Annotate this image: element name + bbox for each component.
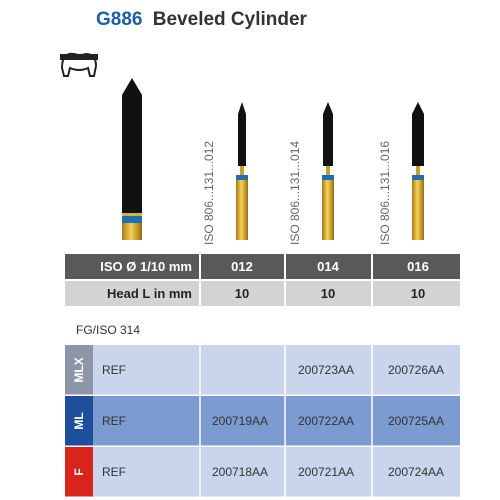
bur-images: ISO 806...131...012 ISO 806...131...014 IS… — [202, 102, 424, 245]
title: G886 Beveled Cylinder — [96, 9, 308, 30]
bur-iso-label: ISO 806...131...012 — [202, 141, 216, 245]
ref-label: REF — [102, 414, 126, 428]
ref-table: MLX REF 200723AA 200726AA ML REF 200719AA 20072… — [65, 345, 460, 498]
bur-head — [238, 114, 246, 166]
large-bur — [122, 78, 142, 240]
bur-band — [322, 175, 334, 180]
bur-head — [412, 114, 424, 166]
bur-tip — [238, 102, 246, 114]
ref-row-bg — [65, 345, 460, 395]
spec-row-bg — [65, 254, 460, 279]
title-name: Beveled Cylinder — [153, 9, 308, 30]
bur-band — [236, 175, 248, 180]
title-code: G886 — [96, 9, 142, 30]
bur — [322, 102, 334, 240]
spec-row-label: Head L in mm — [107, 286, 192, 301]
bur-neck — [326, 166, 330, 175]
spec-row-label: ISO Ø 1/10 mm — [100, 259, 192, 274]
ref-code: 200726AA — [388, 363, 444, 377]
grade-strip — [65, 345, 93, 395]
ref-row-bg — [65, 447, 460, 497]
ref-code: 200721AA — [298, 465, 354, 479]
spec-table: ISO Ø 1/10 mm 012 014 016 Head L in mm 10 10 10 — [65, 254, 460, 306]
spec-row-bg — [65, 281, 460, 306]
bur-neck — [240, 166, 244, 175]
spec-value: 014 — [317, 259, 339, 274]
bur-shank — [236, 180, 248, 240]
shank-label: FG/ISO 314 — [76, 323, 140, 337]
ref-code: 200723AA — [298, 363, 354, 377]
bur-shank — [412, 180, 424, 240]
grade-strip — [65, 396, 93, 446]
bur-iso-label: ISO 806...131...014 — [288, 141, 302, 245]
ref-code: 200718AA — [212, 465, 268, 479]
bur-shank — [322, 180, 334, 240]
bur-tip — [412, 102, 424, 114]
ref-code: 200725AA — [388, 414, 444, 428]
bur-iso-label: ISO 806...131...016 — [378, 141, 392, 245]
spec-value: 10 — [411, 286, 425, 301]
ref-row-bg — [65, 396, 460, 446]
ref-code: 200722AA — [298, 414, 354, 428]
spec-value: 016 — [407, 259, 429, 274]
grade-strip — [65, 447, 93, 497]
ref-code: 200719AA — [212, 414, 268, 428]
bur — [412, 102, 424, 240]
bur — [236, 102, 248, 240]
grade-label: MLX — [72, 357, 86, 382]
grade-label: F — [72, 468, 86, 475]
spec-value: 10 — [321, 286, 335, 301]
ref-label: REF — [102, 465, 126, 479]
bur-tip — [323, 102, 333, 114]
ref-label: REF — [102, 363, 126, 377]
grade-label: ML — [72, 412, 86, 429]
tooth-icon — [60, 52, 98, 77]
spec-value: 012 — [231, 259, 253, 274]
bur-neck — [416, 166, 420, 175]
ref-code: 200724AA — [388, 465, 444, 479]
bur-band — [412, 175, 424, 180]
spec-value: 10 — [235, 286, 249, 301]
bur-head — [323, 114, 333, 166]
